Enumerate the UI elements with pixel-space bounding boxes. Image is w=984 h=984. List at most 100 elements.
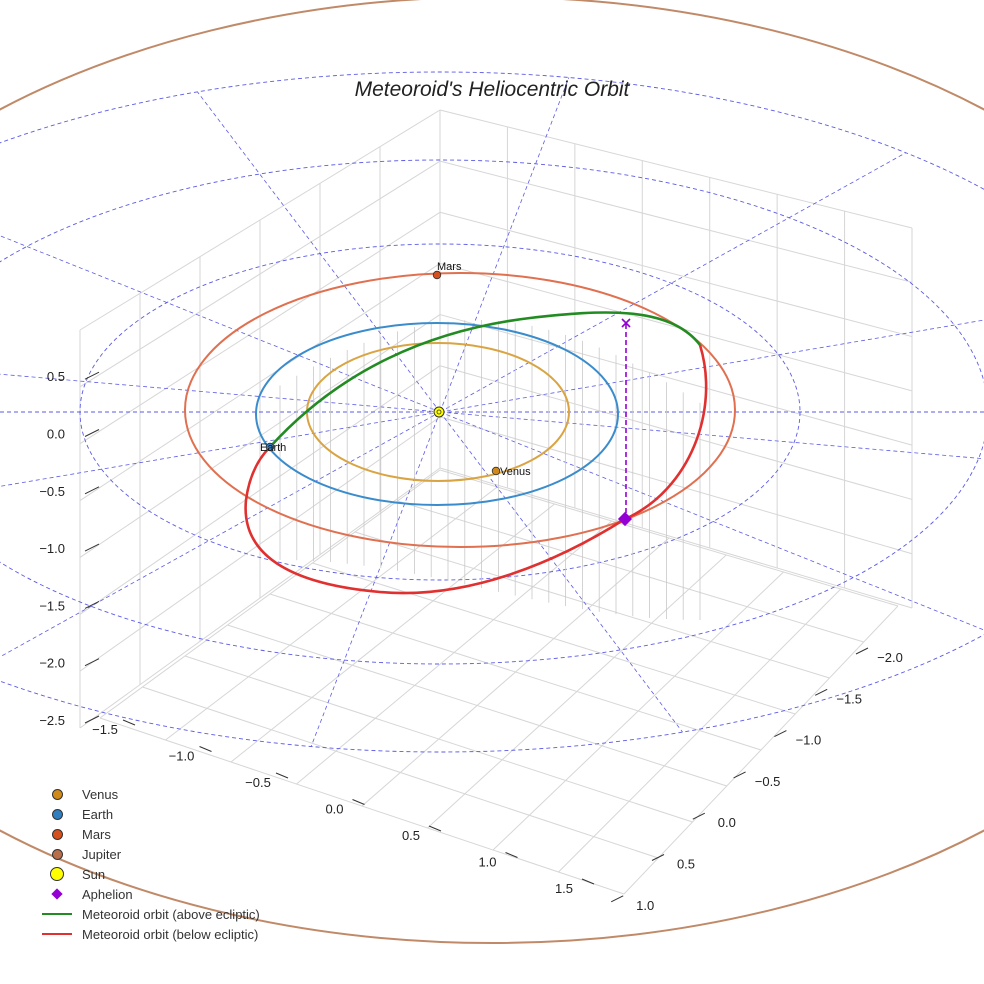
grid-line [99,717,625,895]
venus-marker [491,466,501,476]
legend-marker [51,788,63,800]
y-tick-label: −0.5 [245,775,271,790]
grid-line [439,314,913,446]
mars-label: Mars [437,261,462,273]
y-tick-mark [275,772,289,779]
x-tick-label: 1.0 [636,898,654,913]
grid-line [227,624,727,787]
legend-marker [51,848,63,860]
x-tick-mark [733,771,746,779]
sun-marker [433,406,445,418]
meteoroid-orbit [244,311,708,595]
meteoroid-orbit-above [269,311,702,448]
x-tick-mark [855,647,869,655]
y-tick-label: −1.0 [169,749,195,764]
grid-line [142,686,659,859]
chart-title: Meteoroid's Heliocentric Orbit [355,78,631,101]
legend-item: Sun [36,864,260,884]
legend-label: Aphelion [82,886,133,902]
grid-line [439,211,913,338]
grid-line [79,160,441,388]
grid-line [439,365,913,500]
reference-radial-line [0,411,441,658]
legend-symbol [36,844,78,864]
grid-line [439,467,913,609]
legend-item: Mars [36,824,260,844]
grid-line [269,593,762,751]
legend-marker [51,828,63,840]
y-tick-mark [122,719,136,726]
reference-circle [0,159,984,665]
grid-line [79,365,441,615]
grid-line [79,314,441,558]
x-tick-label: 0.0 [718,815,736,830]
z-tick-label: 0.0 [47,427,65,442]
x-tick-mark [692,812,706,820]
grid-line [439,109,913,229]
z-tick-mark [84,658,100,667]
reference-radial-line [0,235,441,413]
reference-radial-line [0,373,441,413]
x-tick-mark [814,688,828,696]
legend-symbol [36,884,78,904]
legend-label: Earth [82,806,114,822]
reference-radial-line [439,152,907,413]
x-tick-mark [610,895,624,903]
x-tick-label: −2.0 [877,650,903,665]
axis-grid [79,109,913,895]
z-tick-label: −2.0 [39,656,65,671]
legend-item: Aphelion [36,884,260,904]
y-tick-label: 1.0 [478,855,496,870]
legend-marker [42,913,72,915]
z-tick-mark [84,486,100,495]
legend-symbol [36,864,78,884]
axis-tick-labels: −2.5 −2.0 −1.5 −1.0 −0.5 0.0 0.5 −1.5 −1.0 −0.5 0.… [39,369,903,913]
body-markers: Venus Earth Mars [260,261,633,527]
z-tick-mark [84,715,100,724]
z-tick-label: −0.5 [39,484,65,499]
grid-line [79,416,441,672]
earth-marker [265,442,275,452]
legend-label: Meteoroid orbit (above ecliptic) [82,906,260,922]
z-tick-mark [84,371,100,380]
y-tick-mark [505,852,518,858]
legend-label: Sun [82,866,106,882]
x-tick-label: −0.5 [755,774,781,789]
grid-line [439,160,913,283]
aphelion-marker [617,511,633,527]
mars-marker [432,270,442,280]
legend-label: Jupiter [82,846,122,862]
grid-line [439,469,899,607]
legend-label: Venus [82,786,119,802]
grid-line [79,467,441,729]
reference-radial-line [439,411,683,733]
z-tick-mark [84,429,100,437]
z-tick-label: −2.5 [39,713,65,728]
x-tick-label: 0.5 [677,857,695,872]
z-tick-label: −1.5 [39,598,65,613]
venus-label: Venus [500,466,531,478]
legend-item: Meteoroid orbit (above ecliptic) [36,904,260,924]
y-tick-mark [428,825,442,832]
grid-line [79,211,441,445]
legend-item: Meteoroid orbit (below ecliptic) [36,924,260,944]
sun-marker-core [436,409,442,415]
grid-line [397,500,864,643]
grid-line [312,562,796,715]
legend-marker [42,933,72,935]
earth-orbit [255,322,619,506]
y-tick-label: −1.5 [92,722,118,737]
x-tick-mark [651,854,665,861]
legend-symbol [36,804,78,824]
jupiter-orbit [0,0,984,944]
earth-label: Earth [260,442,286,454]
grid-line [354,531,830,679]
grid-line [439,262,913,392]
reference-radial-line [439,319,984,413]
reference-radial-line [310,411,441,747]
legend-marker [51,808,63,820]
z-tick-mark [84,600,100,609]
legend-symbol [36,824,78,844]
y-tick-label: 0.0 [325,802,343,817]
